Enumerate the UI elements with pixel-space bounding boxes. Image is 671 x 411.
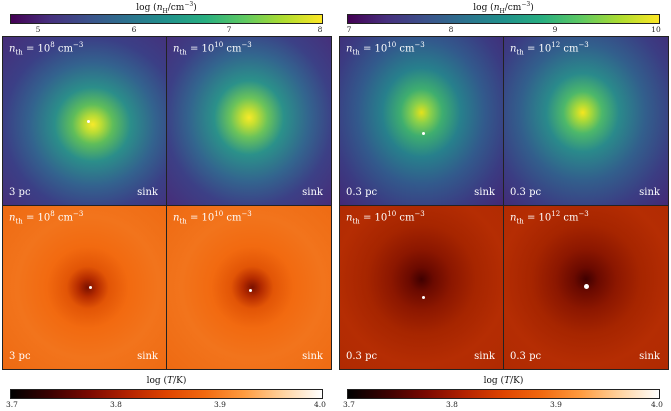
right-density-tick-8: 8 xyxy=(448,25,454,34)
left-density-colorbar-title: log (nH/cm−3) xyxy=(136,1,197,15)
panel-threshold-label: nth = 1010 cm−3 xyxy=(346,41,425,57)
right-density-tick-7: 7 xyxy=(346,25,352,34)
right-temperature-colorbar-title: log (T/K) xyxy=(483,376,524,386)
sink-label: sink xyxy=(474,351,495,362)
right-temp-tick-4.0: 4.0 xyxy=(651,400,663,409)
left-temperature-colorbar-title: log (T/K) xyxy=(146,376,187,386)
right-density-colorbar xyxy=(347,14,660,24)
scale-label: 0.3 pc xyxy=(346,351,378,362)
scale-label: 3 pc xyxy=(9,351,31,362)
sink-marker xyxy=(584,284,589,289)
scale-label: 0.3 pc xyxy=(510,187,542,198)
sink-marker xyxy=(89,286,92,289)
sink-label: sink xyxy=(137,351,158,362)
left-density-tick-7: 7 xyxy=(226,25,232,34)
left-temp-tick-3.7: 3.7 xyxy=(6,400,18,409)
right-temp-tick-3.8: 3.8 xyxy=(446,400,458,409)
left-density-panel-2: nth = 1010 cm−3 sink xyxy=(166,36,332,206)
sink-label: sink xyxy=(302,351,323,362)
panel-threshold-label: nth = 1012 cm−3 xyxy=(510,210,589,226)
sink-label: sink xyxy=(639,187,660,198)
panel-threshold-label: nth = 1010 cm−3 xyxy=(173,41,252,57)
left-density-tick-5: 5 xyxy=(35,25,41,34)
scale-label: 3 pc xyxy=(9,187,31,198)
right-density-panel-1: nth = 1010 cm−3 0.3 pc sink xyxy=(339,36,504,206)
left-temperature-panel-1: nth = 108 cm−3 3 pc sink xyxy=(2,205,167,370)
right-temp-tick-3.7: 3.7 xyxy=(343,400,355,409)
right-density-colorbar-title: log (nH/cm−3) xyxy=(473,1,534,15)
left-density-tick-8: 8 xyxy=(317,25,323,34)
right-temperature-panel-2: nth = 1012 cm−3 0.3 pc sink xyxy=(503,205,669,370)
sink-marker xyxy=(422,296,425,299)
right-density-tick-9: 9 xyxy=(552,25,558,34)
panel-threshold-label: nth = 1010 cm−3 xyxy=(346,210,425,226)
left-density-panel-1: nth = 108 cm−3 3 pc sink xyxy=(2,36,167,206)
left-temp-tick-3.8: 3.8 xyxy=(110,400,122,409)
right-density-panel-2: nth = 1012 cm−3 0.3 pc sink xyxy=(503,36,669,206)
right-temperature-panel-1: nth = 1010 cm−3 0.3 pc sink xyxy=(339,205,504,370)
right-density-tick-10: 10 xyxy=(651,25,661,34)
sink-marker xyxy=(87,120,90,123)
sink-label: sink xyxy=(474,187,495,198)
sink-label: sink xyxy=(302,187,323,198)
scale-label: 0.3 pc xyxy=(510,351,542,362)
left-temperature-panel-2: nth = 1010 cm−3 sink xyxy=(166,205,332,370)
panel-threshold-label: nth = 108 cm−3 xyxy=(9,210,84,226)
sink-marker xyxy=(422,132,425,135)
sink-marker xyxy=(249,289,252,292)
sink-label: sink xyxy=(639,351,660,362)
right-temp-tick-3.9: 3.9 xyxy=(550,400,562,409)
left-temp-tick-4.0: 4.0 xyxy=(314,400,326,409)
right-temperature-colorbar xyxy=(347,389,660,399)
left-density-tick-6: 6 xyxy=(131,25,137,34)
left-density-colorbar xyxy=(10,14,323,24)
scale-label: 0.3 pc xyxy=(346,187,378,198)
sink-label: sink xyxy=(137,187,158,198)
left-temp-tick-3.9: 3.9 xyxy=(214,400,226,409)
panel-threshold-label: nth = 108 cm−3 xyxy=(9,41,84,57)
panel-threshold-label: nth = 1012 cm−3 xyxy=(510,41,589,57)
left-temperature-colorbar xyxy=(10,389,323,399)
panel-threshold-label: nth = 1010 cm−3 xyxy=(173,210,252,226)
